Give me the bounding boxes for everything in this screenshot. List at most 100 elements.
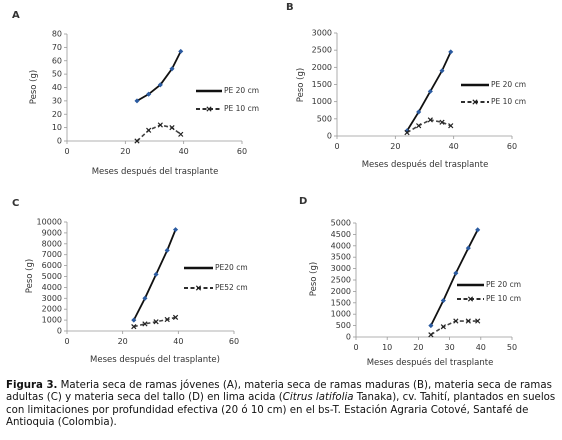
x-axis-title: Meses después del trasplante: [362, 159, 489, 170]
x-tick-label: 20: [118, 337, 128, 346]
caption-text-1: Materia seca de ramas jóvenes (A), mater…: [6, 380, 552, 404]
data-point: [157, 82, 163, 88]
data-point: [157, 122, 163, 128]
panel-label: B: [286, 2, 294, 13]
chart-panel-a: A 0 10 20 30 40 50 60 70 80 0 20 40 60 Meses después d…: [12, 10, 259, 177]
data-point: [173, 227, 179, 233]
x-axis-title: Meses después del trasplante): [90, 354, 220, 365]
y-axis-title: Peso (g): [29, 70, 39, 104]
data-point: [428, 323, 434, 329]
panel-label: C: [12, 198, 19, 209]
y-tick-label: 10: [52, 123, 62, 132]
x-tick-label: 20: [390, 142, 400, 151]
y-tick-label: 4000: [42, 283, 62, 292]
x-tick-label: 60: [507, 142, 517, 151]
y-tick-label: 5000: [331, 219, 351, 228]
data-point: [146, 127, 152, 133]
data-point: [404, 129, 410, 136]
y-tick-label: 3000: [312, 29, 332, 38]
y-tick-label: 2000: [42, 305, 62, 314]
y-tick-label: 1500: [312, 80, 332, 89]
y-tick-label: 3000: [42, 294, 62, 303]
data-point: [465, 318, 471, 324]
data-point: [131, 317, 137, 323]
chart-panel-d: D050010001500200025003000350040004500500…: [299, 196, 521, 368]
series-line-pe-10: [133, 316, 176, 328]
data-point: [134, 138, 140, 144]
y-tick-label: 6000: [42, 261, 62, 270]
x-tick-label: 40: [173, 337, 183, 346]
legend-label: PE 10 cm: [491, 97, 526, 106]
x-tick-label: 40: [476, 343, 486, 352]
caption-text-2: Tanaka), cv. Tahití, plantados en suelos…: [6, 392, 556, 429]
x-tick-label: 20: [413, 343, 423, 352]
y-tick-label: 500: [336, 321, 351, 330]
data-point: [153, 271, 159, 277]
legend-label: PE 20 cm: [491, 80, 526, 89]
y-axis-title: Peso (g): [25, 259, 35, 293]
caption-species: Citrus latifolia: [282, 392, 354, 404]
data-point: [172, 314, 179, 320]
y-tick-label: 2500: [312, 46, 332, 55]
data-point: [164, 316, 170, 323]
y-tick-label: 8000: [42, 239, 62, 248]
y-tick-label: 20: [52, 110, 62, 119]
series-line-pe-20: [136, 50, 182, 102]
data-point: [169, 125, 175, 131]
data-point: [131, 324, 137, 330]
y-tick-label: 70: [52, 43, 62, 52]
panel-label: D: [299, 196, 307, 207]
data-point: [467, 296, 474, 302]
data-point: [448, 123, 454, 129]
data-point: [142, 321, 148, 327]
figure-caption: Figura 3. Materia seca de ramas jóvenes …: [6, 380, 558, 430]
data-point: [440, 324, 446, 330]
x-tick-label: 50: [507, 343, 517, 352]
x-tick-label: 40: [449, 142, 459, 151]
x-tick-label: 60: [229, 337, 239, 346]
x-tick-label: 10: [382, 343, 392, 352]
data-point: [416, 123, 422, 129]
y-tick-label: 4500: [331, 230, 351, 239]
data-point: [475, 227, 481, 233]
legend-label: PE20 cm: [215, 263, 248, 272]
y-tick-label: 30: [52, 96, 62, 105]
data-point: [475, 318, 481, 324]
data-point: [472, 99, 478, 105]
x-tick-label: 30: [445, 343, 455, 352]
y-tick-label: 60: [52, 56, 62, 65]
y-tick-label: 2500: [331, 276, 351, 285]
y-tick-label: 0: [346, 333, 351, 342]
data-point: [428, 332, 434, 338]
data-point: [427, 117, 433, 123]
y-tick-label: 50: [52, 70, 62, 79]
y-tick-label: 2000: [331, 287, 351, 296]
y-tick-label: 10000: [37, 218, 62, 227]
data-point: [195, 285, 202, 291]
y-tick-label: 0: [57, 137, 62, 146]
y-tick-label: 2000: [312, 63, 332, 72]
data-point: [453, 270, 459, 276]
data-point: [142, 295, 148, 301]
x-tick-label: 0: [353, 343, 358, 352]
y-tick-label: 0: [327, 132, 332, 141]
x-tick-label: 60: [237, 147, 247, 156]
x-axis-title: Meses después del trasplante: [367, 357, 494, 368]
series-line-pe-20: [430, 229, 479, 327]
legend-label: PE 20 cm: [486, 280, 521, 289]
caption-label: Figura 3.: [6, 380, 58, 391]
series-line-pe-10: [136, 124, 182, 142]
y-tick-label: 9000: [42, 228, 62, 237]
y-tick-label: 3000: [331, 264, 351, 273]
y-tick-label: 7000: [42, 250, 62, 259]
charts-canvas: A 0 10 20 30 40 50 60 70 80 0 20 40 60 Meses después d…: [12, 2, 526, 368]
data-point: [439, 119, 445, 125]
y-axis-title: Peso (g): [309, 262, 319, 296]
chart-panel-b: B 0 500 1000 1500 2000 2500 3000 0 20 40 60 Meses de…: [286, 2, 526, 170]
y-tick-label: 40: [52, 83, 62, 92]
y-tick-label: 4000: [331, 241, 351, 250]
data-point: [164, 247, 170, 253]
legend-label: PE 10 cm: [486, 294, 521, 303]
y-tick-label: 500: [317, 114, 332, 123]
